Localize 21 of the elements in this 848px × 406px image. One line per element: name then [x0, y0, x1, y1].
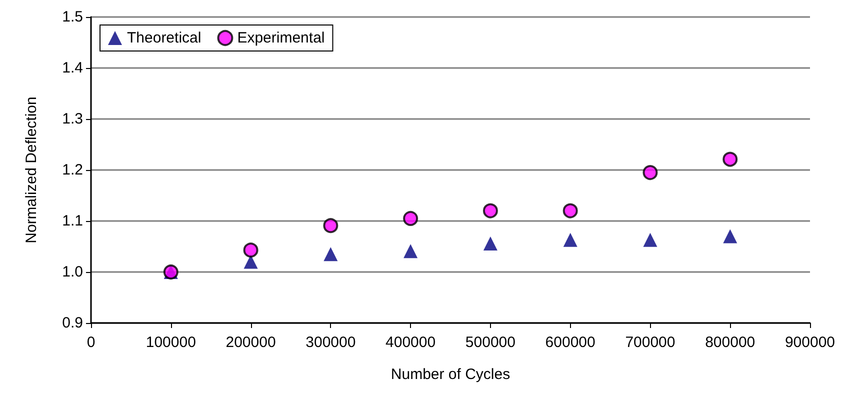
x-tick-label: 200000 [226, 334, 276, 351]
y-tick-label: 1.3 [62, 110, 83, 128]
y-tick-label: 1.5 [62, 8, 83, 26]
y-tick-label: 1.1 [62, 212, 83, 230]
x-tick-label: 400000 [386, 334, 436, 351]
x-axis-title: Number of Cycles [390, 366, 510, 383]
y-axis-title: Normalized Deflection [23, 96, 40, 244]
x-tick-label: 300000 [306, 334, 356, 351]
x-tick-label: 0 [86, 334, 96, 351]
legend-label: Theoretical [127, 30, 202, 46]
y-tick-label: 1.2 [62, 162, 83, 178]
x-tick-label: 100000 [146, 334, 196, 351]
x-tick-label: 500000 [465, 334, 516, 351]
x-tick-label: 800000 [705, 334, 756, 351]
y-tick-label: 1.4 [62, 60, 83, 76]
y-tick-label: 0.9 [62, 314, 83, 332]
x-tick-label: 900000 [784, 334, 836, 351]
legend-label: Experimental [237, 30, 325, 46]
x-tick-label: 600000 [545, 334, 596, 351]
y-tick-label: 1.0 [62, 264, 83, 280]
x-tick-label: 700000 [625, 334, 676, 351]
